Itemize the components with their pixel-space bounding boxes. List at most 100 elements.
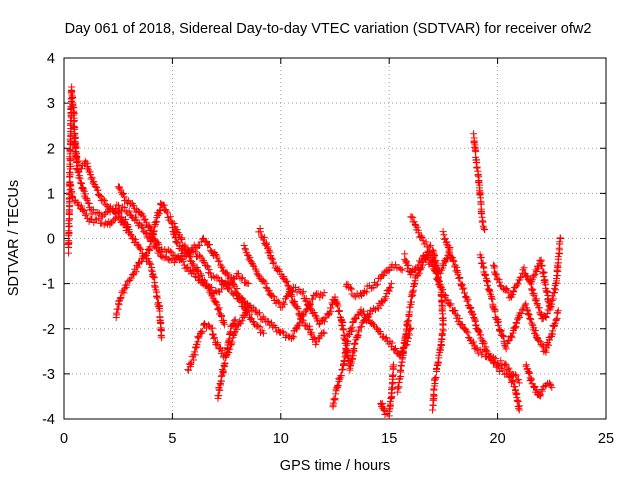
data-point	[513, 319, 521, 327]
data-point	[114, 201, 122, 209]
data-point	[367, 284, 375, 292]
data-point	[238, 274, 246, 282]
data-point	[507, 332, 515, 340]
data-point	[131, 235, 139, 243]
data-point	[404, 318, 412, 326]
data-point	[444, 243, 452, 251]
data-point	[192, 248, 200, 256]
data-point	[431, 258, 439, 266]
data-point	[164, 255, 172, 263]
data-point	[172, 237, 180, 245]
data-point	[498, 331, 506, 339]
y-axis-ticks: -4 -3 -2 -1 0 1 2 3 4	[42, 51, 606, 428]
data-point	[120, 289, 128, 297]
data-point	[499, 367, 507, 375]
data-point	[205, 240, 213, 248]
data-point	[379, 405, 387, 413]
data-point	[397, 265, 405, 273]
x-axis-ticks: 0 5 10 15 20 25	[60, 58, 614, 447]
data-point	[102, 201, 110, 209]
data-point	[517, 309, 525, 317]
data-point	[269, 259, 277, 267]
data-point	[440, 231, 448, 239]
data-point	[404, 261, 412, 269]
data-point	[190, 262, 198, 270]
data-point	[256, 309, 264, 317]
x-axis-label: GPS time / hours	[280, 458, 390, 474]
data-point	[338, 322, 346, 330]
data-point	[189, 267, 197, 275]
data-point	[436, 348, 444, 356]
data-point	[538, 261, 546, 269]
data-point	[147, 260, 155, 268]
data-point	[207, 284, 215, 292]
data-point	[410, 281, 418, 289]
data-point	[501, 360, 509, 368]
data-point	[342, 345, 350, 353]
data-point	[231, 288, 239, 296]
data-point	[213, 341, 221, 349]
data-point	[398, 266, 406, 274]
data-point	[536, 338, 544, 346]
data-point	[373, 324, 381, 332]
data-point	[357, 323, 365, 331]
data-point	[311, 291, 319, 299]
data-point	[123, 281, 131, 289]
data-point	[210, 335, 218, 343]
data-point	[478, 260, 486, 268]
data-point	[531, 327, 539, 335]
data-point	[223, 269, 231, 277]
data-point	[340, 358, 348, 366]
data-point	[162, 207, 170, 215]
data-point	[415, 269, 423, 277]
data-point	[439, 228, 447, 236]
data-point	[147, 225, 155, 233]
data-point	[427, 241, 435, 249]
data-point	[494, 321, 502, 329]
data-point	[350, 345, 358, 353]
data-point	[196, 252, 204, 260]
data-point	[243, 306, 251, 314]
data-point	[264, 317, 272, 325]
data-point	[339, 326, 347, 334]
data-point	[256, 228, 264, 236]
data-point	[467, 303, 475, 311]
data-point	[236, 297, 244, 305]
data-point	[319, 292, 327, 300]
data-point	[473, 164, 481, 172]
data-point	[183, 247, 191, 255]
data-point	[195, 334, 203, 342]
data-point	[496, 278, 504, 286]
data-point	[247, 258, 255, 266]
data-point	[403, 257, 411, 265]
data-point	[264, 243, 272, 251]
data-point	[139, 224, 147, 232]
data-point	[176, 254, 184, 262]
data-point	[507, 378, 515, 386]
data-point	[492, 271, 500, 279]
data-point	[308, 329, 316, 337]
data-point	[346, 366, 354, 374]
data-point	[438, 306, 446, 314]
data-point	[216, 386, 224, 394]
data-point	[382, 334, 390, 342]
data-point	[249, 317, 257, 325]
data-point	[506, 371, 514, 379]
data-point	[333, 300, 341, 308]
data-point	[413, 223, 421, 231]
data-point	[446, 249, 454, 257]
data-point	[215, 304, 223, 312]
data-point	[216, 381, 224, 389]
data-point	[305, 322, 313, 330]
data-point	[181, 241, 189, 249]
data-point	[265, 246, 273, 254]
data-point	[224, 285, 232, 293]
data-point	[512, 389, 520, 397]
data-point	[556, 246, 564, 254]
data-point	[460, 284, 468, 292]
data-point	[125, 225, 133, 233]
y-tick-label: -1	[42, 277, 55, 293]
data-point	[150, 231, 158, 239]
data-point	[69, 193, 77, 201]
data-point	[195, 242, 203, 250]
